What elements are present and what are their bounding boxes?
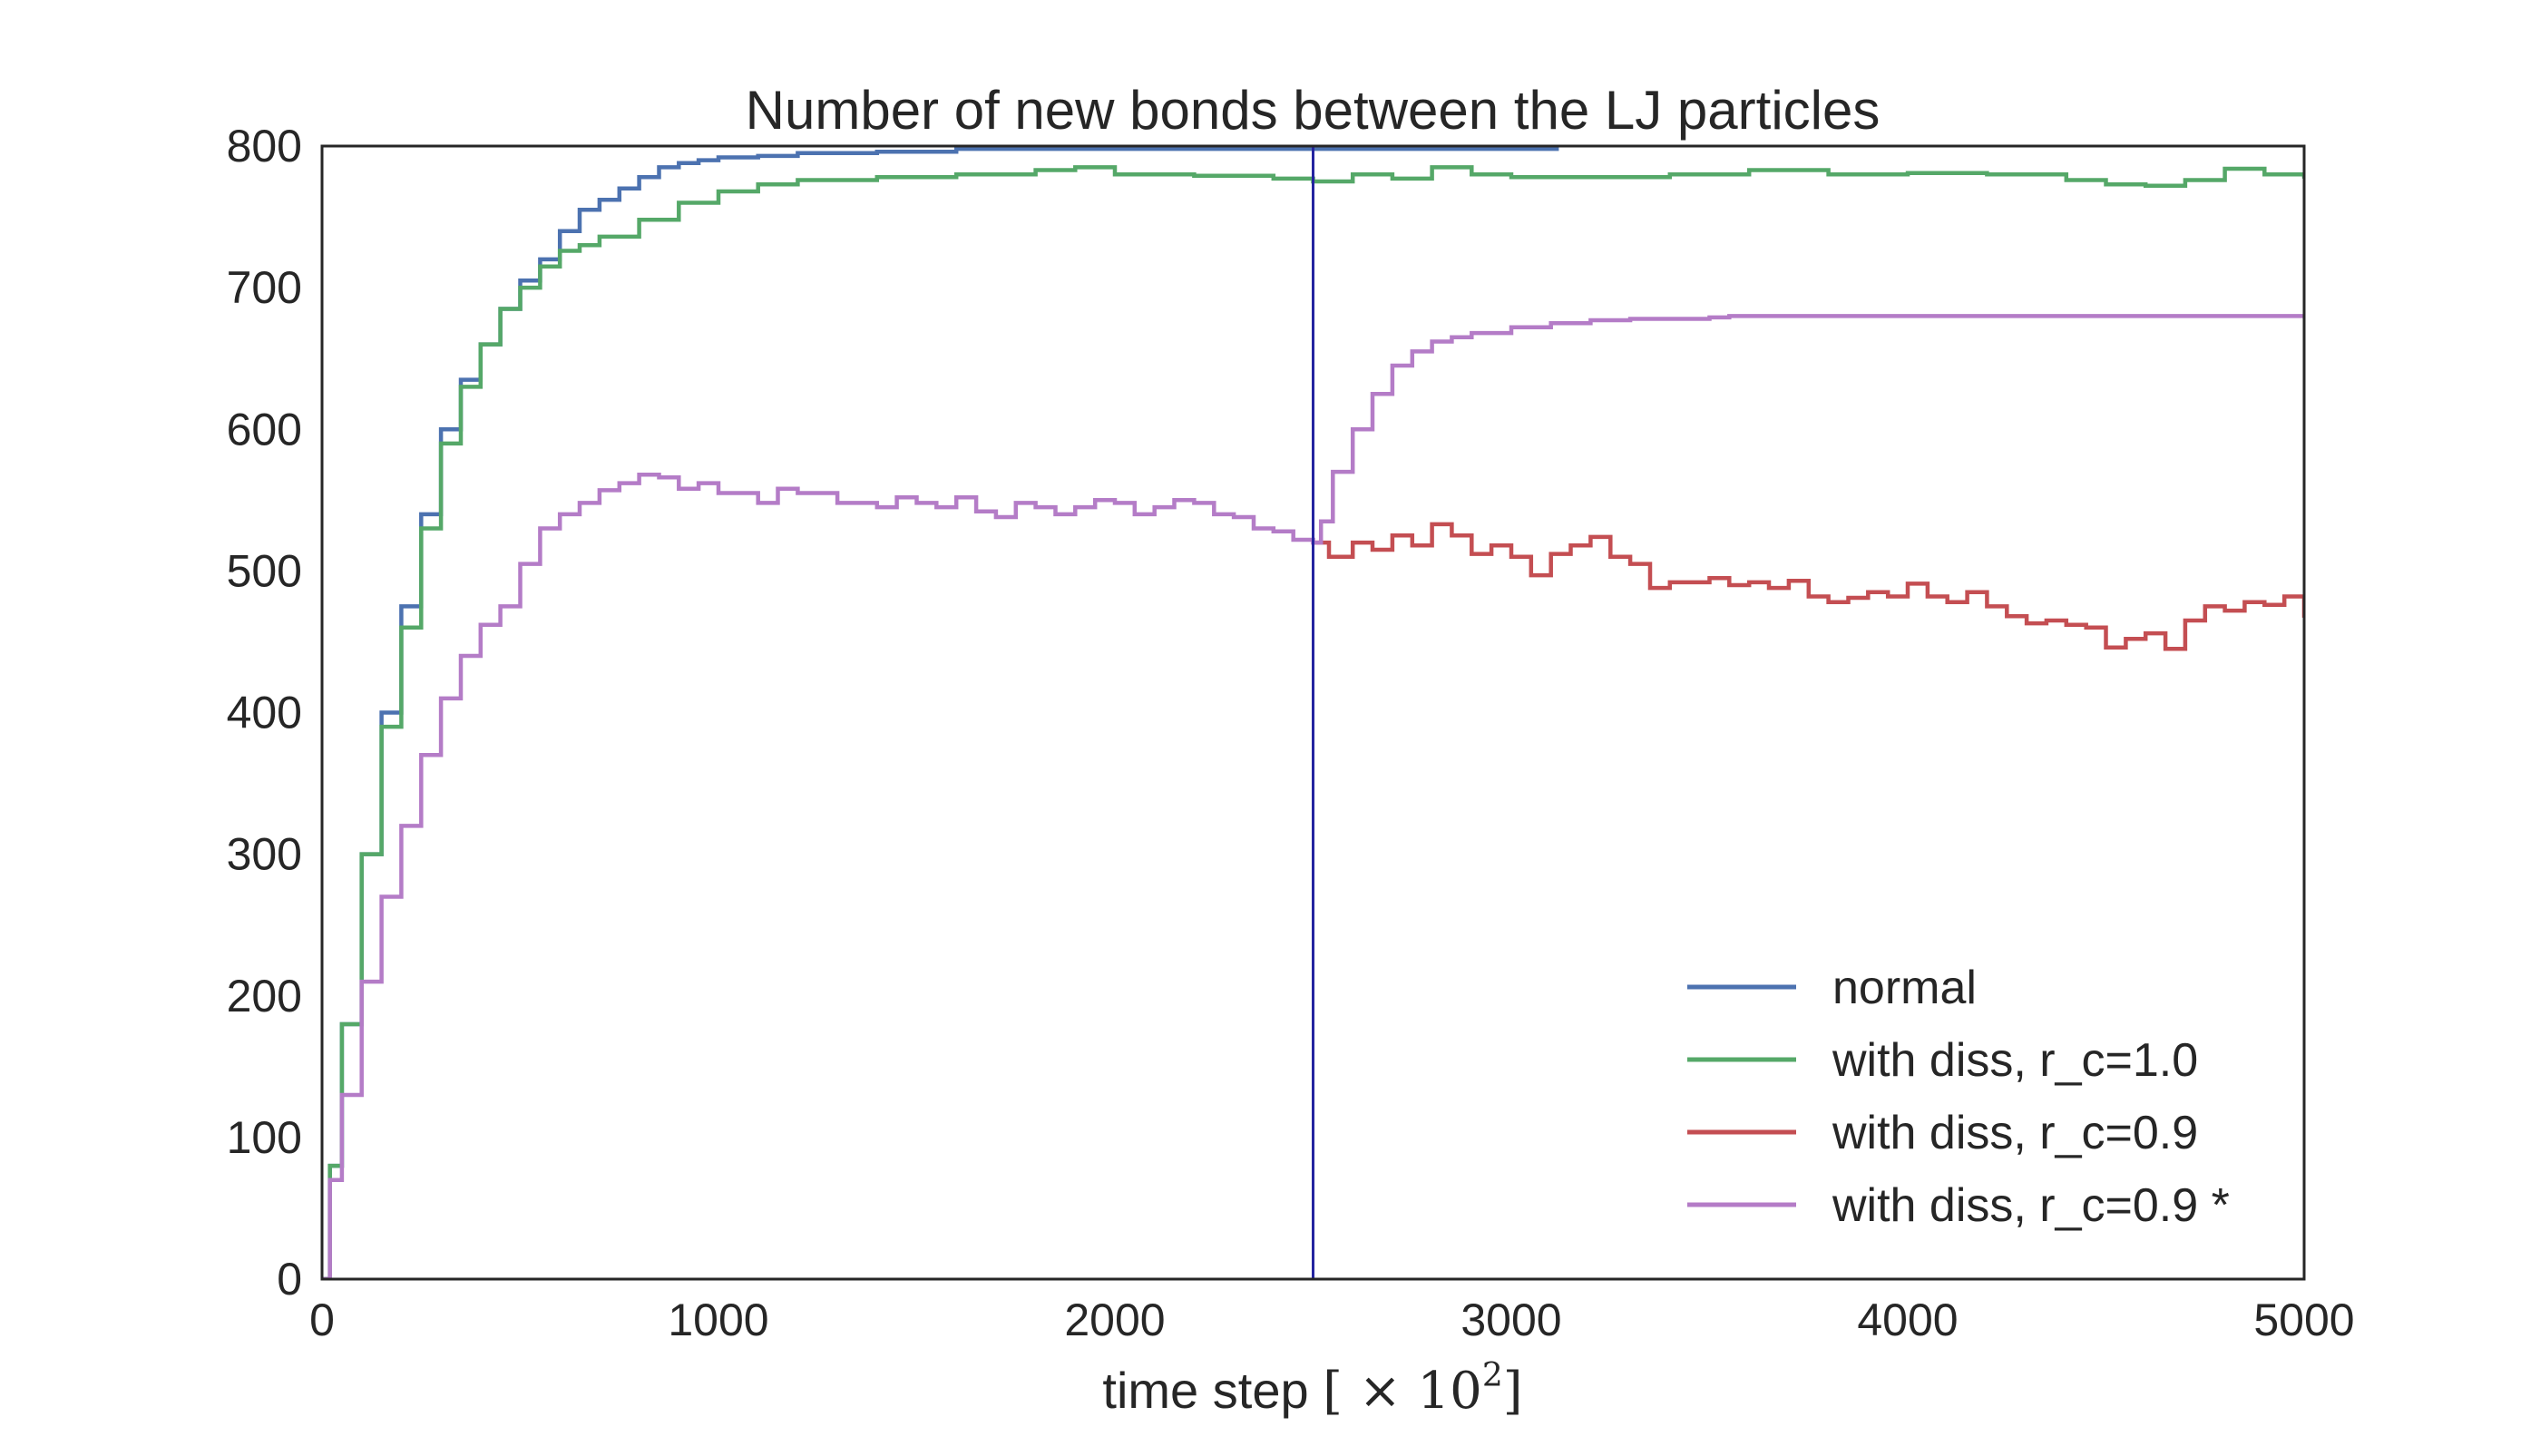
- x-tick-label: 0: [309, 1295, 335, 1345]
- legend-label-3: with diss, r_c=0.9 *: [1832, 1179, 2230, 1232]
- y-axis-ticks: 0 100 200 300 400 500 600 700 800: [227, 121, 302, 1305]
- y-tick-label: 0: [277, 1254, 302, 1305]
- x-axis-label-close: ]: [1503, 1362, 1523, 1421]
- x-axis-label-exponent: 2: [1482, 1357, 1503, 1394]
- x-axis-ticks: 0 1000 2000 3000 4000 5000: [309, 1295, 2355, 1345]
- plot-area: [322, 146, 2304, 1279]
- y-tick-label: 300: [227, 829, 302, 880]
- chart-title: Number of new bonds between the LJ parti…: [746, 80, 1881, 141]
- x-axis-label: time step [ × 102]: [1102, 1357, 1522, 1421]
- x-tick-label: 1000: [668, 1295, 768, 1345]
- series-line-1: [322, 165, 2304, 1279]
- series-line-0: [322, 146, 1559, 1279]
- y-tick-label: 100: [227, 1112, 302, 1163]
- legend-label-1: with diss, r_c=1.0: [1832, 1034, 2198, 1087]
- x-tick-label: 5000: [2253, 1295, 2354, 1345]
- y-tick-label: 600: [227, 404, 302, 454]
- plot-frame: [320, 144, 2306, 1281]
- x-tick-label: 3000: [1460, 1295, 1561, 1345]
- legend-label-0: normal: [1832, 962, 1977, 1014]
- y-tick-label: 200: [227, 971, 302, 1021]
- legend-label-2: with diss, r_c=0.9: [1832, 1107, 2198, 1159]
- y-tick-label: 700: [227, 262, 302, 313]
- x-tick-label: 2000: [1064, 1295, 1165, 1345]
- x-tick-label: 4000: [1857, 1295, 1958, 1345]
- x-axis-label-text: time step: [1102, 1362, 1323, 1419]
- y-tick-label: 800: [227, 121, 302, 171]
- series-line-3: [322, 314, 2304, 1279]
- y-tick-label: 500: [227, 545, 302, 596]
- x-axis-label-unit: [ × 10: [1323, 1362, 1482, 1421]
- y-tick-label: 400: [227, 688, 302, 738]
- series-line-2: [1313, 522, 2304, 651]
